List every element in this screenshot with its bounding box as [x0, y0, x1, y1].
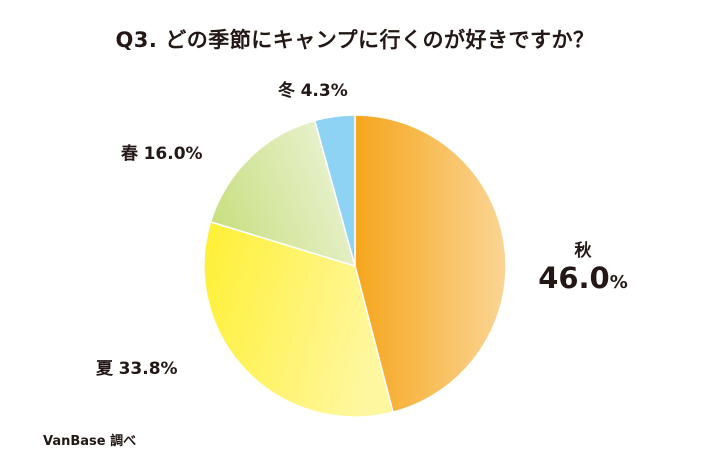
label-winter-name: 冬	[278, 81, 295, 101]
slice-winter	[313, 114, 356, 267]
label-winter-value: 4.3%	[300, 81, 348, 101]
label-autumn: 秋 46.0%	[538, 236, 628, 295]
label-spring-value: 16.0%	[143, 144, 203, 164]
slice-summer	[203, 220, 394, 418]
label-summer-name: 夏	[96, 359, 113, 379]
label-autumn-name: 秋	[574, 241, 592, 261]
label-summer: 夏 33.8%	[96, 354, 178, 379]
label-spring: 春 16.0%	[121, 139, 203, 164]
slice-autumn	[354, 114, 507, 414]
slice-spring	[209, 119, 357, 268]
label-spring-name: 春	[121, 144, 138, 164]
label-autumn-value: 46.0%	[538, 261, 628, 295]
label-summer-value: 33.8%	[118, 359, 178, 379]
chart-title: Q3. どの季節にキャンプに行くのが好きですか？	[115, 28, 595, 52]
label-winter: 冬 4.3%	[278, 76, 348, 101]
source-note: VanBase 調べ	[43, 434, 137, 449]
